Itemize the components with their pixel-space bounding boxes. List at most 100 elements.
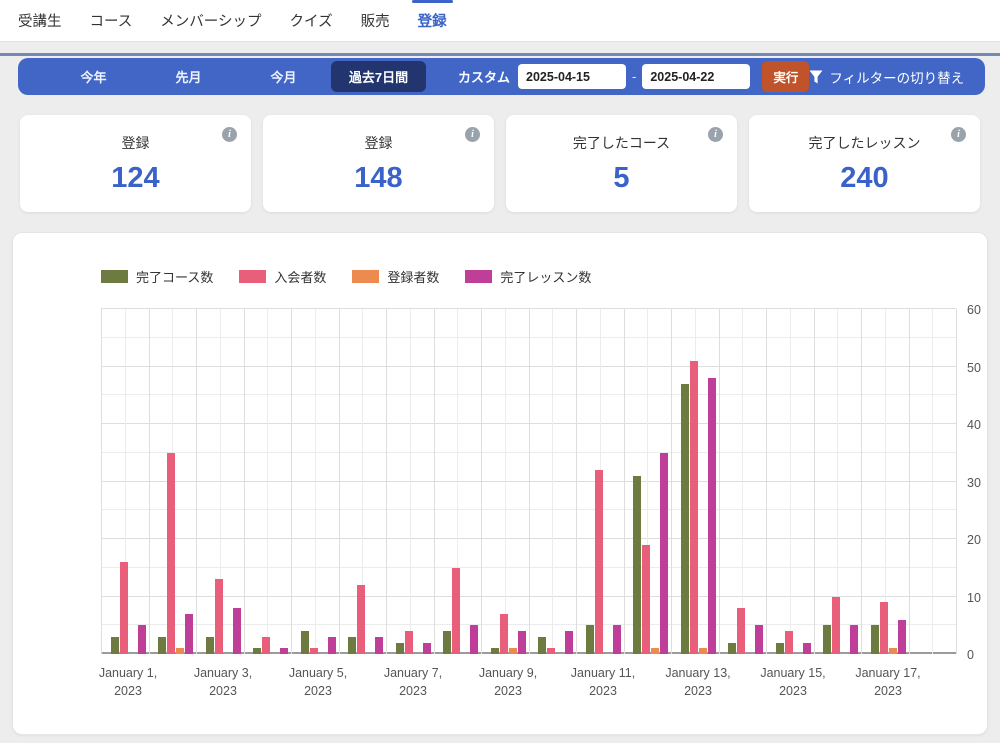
funnel-icon <box>809 70 823 84</box>
gridline <box>267 309 269 654</box>
info-icon[interactable]: i <box>708 127 723 142</box>
stat-value: 148 <box>354 162 403 194</box>
gridline <box>861 309 862 654</box>
tab-courses[interactable]: コース <box>89 14 133 30</box>
divider-line <box>0 53 1000 56</box>
gridline <box>409 309 411 654</box>
y-axis-tick: 60 <box>967 303 981 317</box>
stat-value: 240 <box>840 162 889 194</box>
bar-完了レッスン数 <box>232 608 241 654</box>
tab-enrollment[interactable]: 登録 <box>411 0 453 42</box>
tab-quizzes[interactable]: クイズ <box>289 14 333 30</box>
bar-完了コース数 <box>110 636 119 654</box>
preset-this-year[interactable]: 今年 <box>80 70 107 85</box>
bar-完了レッスン数 <box>802 642 811 654</box>
y-axis-tick: 50 <box>967 360 981 375</box>
x-axis-tick: January 1, 2023 <box>98 666 158 698</box>
bar-完了レッスン数 <box>422 642 431 654</box>
stat-value: 124 <box>111 162 160 194</box>
active-tab-indicator <box>411 0 453 3</box>
legend-item-completed-courses: 完了コース数 <box>101 267 213 286</box>
gridline <box>101 309 102 654</box>
filter-toggle-button[interactable]: フィルターの切り替え <box>809 67 964 87</box>
info-icon[interactable]: i <box>222 127 237 142</box>
bar-完了コース数 <box>633 475 641 654</box>
stat-label: 登録 <box>364 135 393 151</box>
preset-last-7-days[interactable]: 過去7日間 <box>331 61 426 92</box>
gridline <box>504 309 506 654</box>
gridline <box>671 309 672 654</box>
y-axis-tick: 10 <box>967 590 981 605</box>
bar-完了レッスン数 <box>517 631 526 654</box>
stat-card-completed-courses: i 完了したコース 5 <box>506 115 737 212</box>
gridline <box>101 308 956 309</box>
tab-membership[interactable]: メンバーシップ <box>160 14 262 30</box>
gridline <box>789 309 791 654</box>
bar-完了レッスン数 <box>375 636 383 654</box>
tab-sales[interactable]: 販売 <box>360 14 390 30</box>
gridline <box>884 309 886 654</box>
date-from-input[interactable] <box>518 64 627 89</box>
legend-swatch <box>101 270 128 283</box>
bar-完了コース数 <box>728 642 736 654</box>
bar-入会者数 <box>309 648 318 654</box>
bar-入会者数 <box>832 596 840 654</box>
stat-label: 完了したコース <box>572 135 671 151</box>
bar-完了レッスン数 <box>470 625 478 654</box>
bar-登録者数 <box>508 648 517 654</box>
y-axis-tick: 30 <box>967 475 981 490</box>
bar-入会者数 <box>357 585 365 654</box>
bar-完了コース数 <box>300 631 309 654</box>
bar-入会者数 <box>499 613 508 654</box>
x-axis-tick: January 11, 2023 <box>570 666 636 698</box>
preset-last-month[interactable]: 先月 <box>175 70 202 85</box>
stat-card-enrollments-1: i 登録 124 <box>20 115 251 212</box>
bar-入会者数 <box>452 567 460 654</box>
legend-item-registrants: 登録者数 <box>352 267 439 286</box>
gridline <box>457 309 459 654</box>
gridline <box>338 309 340 654</box>
stat-card-completed-lessons: i 完了したレッスン 240 <box>749 115 980 212</box>
date-to-input[interactable] <box>642 64 751 89</box>
gridline <box>291 309 292 654</box>
bar-完了レッスン数 <box>660 452 668 654</box>
gridline <box>196 309 197 654</box>
gridline <box>576 309 577 654</box>
gridline <box>552 309 554 654</box>
bar-完了コース数 <box>538 636 546 654</box>
bar-完了レッスン数 <box>707 378 716 654</box>
info-icon[interactable]: i <box>951 127 966 142</box>
preset-this-month[interactable]: 今月 <box>270 70 297 85</box>
bar-完了コース数 <box>443 631 451 654</box>
bar-入会者数 <box>262 636 270 654</box>
x-axis-tick: January 9, 2023 <box>478 666 538 698</box>
gridline <box>718 309 720 654</box>
stat-card-enrollments-2: i 登録 148 <box>263 115 494 212</box>
legend-swatch <box>465 270 493 283</box>
gridline <box>433 309 435 654</box>
bar-入会者数 <box>404 631 413 654</box>
run-filter-button[interactable]: 実行 <box>762 61 810 92</box>
info-icon[interactable]: i <box>465 127 480 142</box>
bar-完了コース数 <box>775 642 784 654</box>
gridline <box>481 309 482 654</box>
gridline <box>742 309 744 654</box>
bar-完了レッスン数 <box>755 625 763 654</box>
x-axis-tick: January 15, 2023 <box>760 666 826 698</box>
bar-完了レッスン数 <box>185 613 193 654</box>
bar-完了コース数 <box>490 648 499 654</box>
gridline <box>124 309 126 654</box>
bar-完了コース数 <box>205 636 214 654</box>
bar-入会者数 <box>784 631 793 654</box>
bar-完了コース数 <box>823 625 831 654</box>
bar-完了レッスン数 <box>280 648 288 654</box>
date-range-separator: - <box>632 69 637 84</box>
bar-完了コース数 <box>870 625 879 654</box>
gridline <box>647 309 649 654</box>
bar-完了レッスン数 <box>565 631 573 654</box>
stat-label: 完了したレッスン <box>808 135 921 151</box>
y-axis-tick: 40 <box>967 418 981 432</box>
bar-chart-plot-area: 0 10 20 30 40 50 60 January 1, 2023 January 3, 202… <box>99 303 981 698</box>
tab-students[interactable]: 受講生 <box>18 14 62 30</box>
bar-完了コース数 <box>253 648 261 654</box>
